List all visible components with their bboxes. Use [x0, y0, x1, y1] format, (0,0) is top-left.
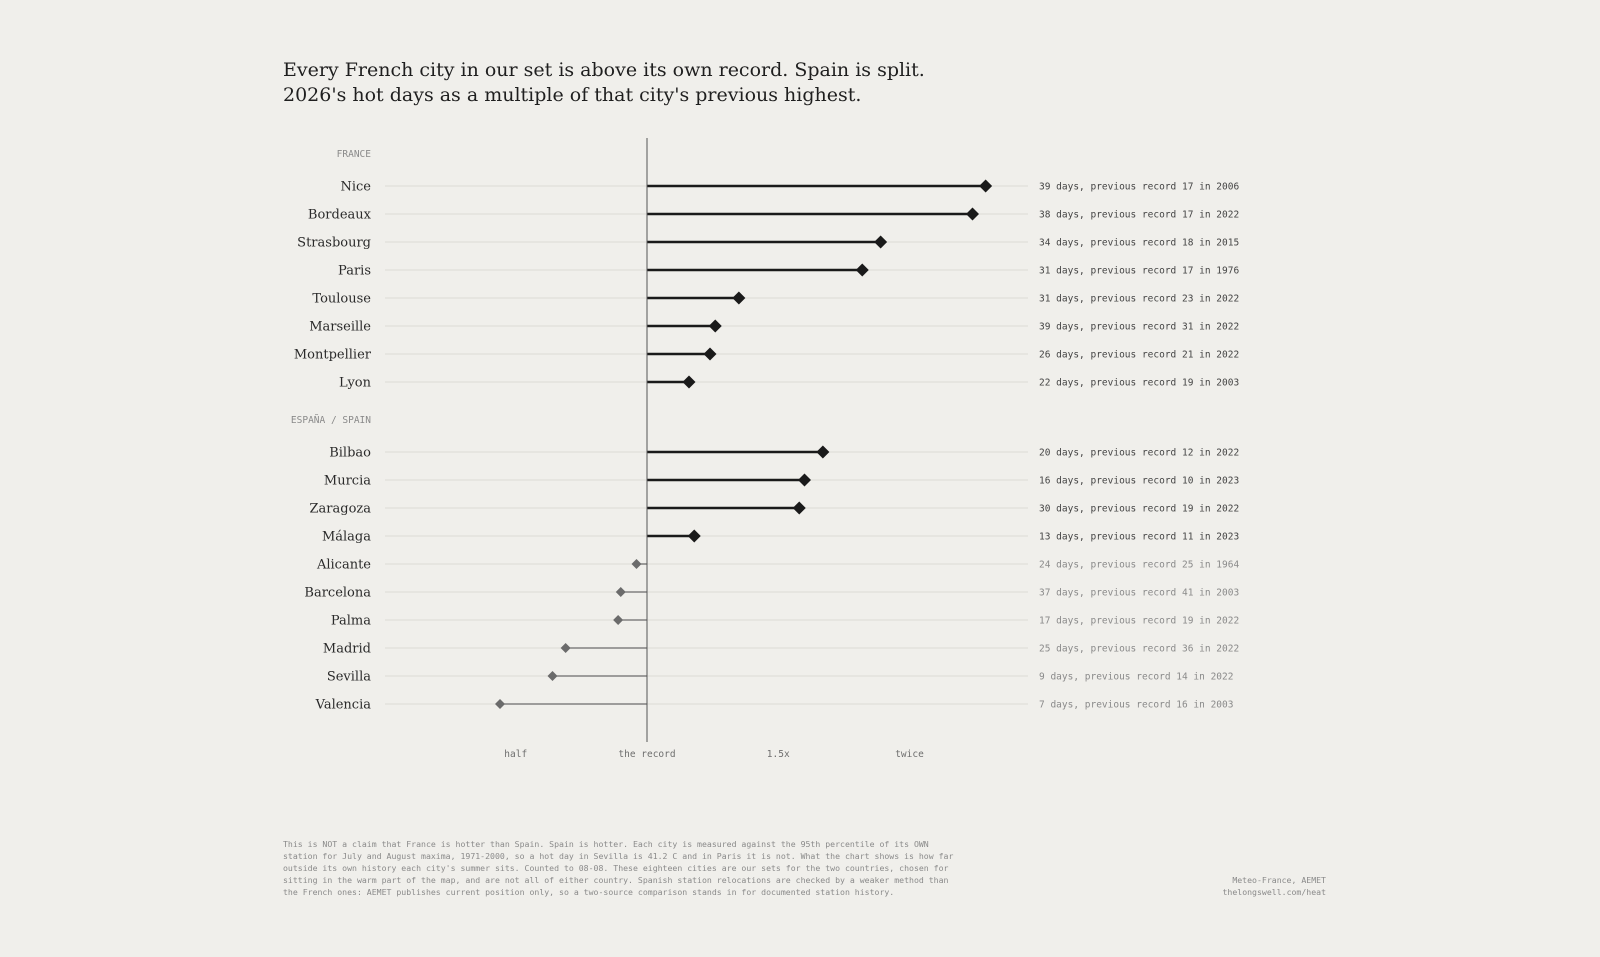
value-annotation: 26 days, previous record 21 in 2022 — [1039, 350, 1239, 361]
headline-line-2: 2026's hot days as a multiple of that ci… — [283, 84, 862, 106]
value-annotation: 9 days, previous record 14 in 2022 — [1039, 672, 1233, 683]
value-annotation: 24 days, previous record 25 in 1964 — [1039, 560, 1239, 571]
footnote: This is NOT a claim that France is hotte… — [283, 838, 1003, 898]
city-label: Bordeaux — [308, 208, 372, 223]
footnote-line: outside its own history each city's summ… — [283, 863, 949, 873]
city-label: Alicante — [316, 558, 371, 573]
group-label: FRANCE — [337, 149, 372, 160]
lollipop-marker — [708, 319, 722, 333]
city-label: Málaga — [322, 530, 371, 545]
value-annotation: 16 days, previous record 10 in 2023 — [1039, 476, 1239, 487]
city-label: Madrid — [323, 642, 371, 657]
chart-headline: Every French city in our set is above it… — [283, 58, 1183, 108]
value-annotation: 37 days, previous record 41 in 2003 — [1039, 588, 1239, 599]
x-tick-label: the record — [618, 749, 675, 760]
city-label: Sevilla — [327, 670, 371, 685]
x-tick-label: half — [504, 749, 527, 760]
lollipop-marker — [966, 207, 979, 221]
value-annotation: 30 days, previous record 19 in 2022 — [1039, 504, 1239, 515]
value-annotation: 22 days, previous record 19 in 2003 — [1039, 378, 1239, 389]
footnote-line: the French ones: AEMET publishes current… — [283, 887, 895, 897]
value-annotation: 20 days, previous record 12 in 2022 — [1039, 448, 1239, 459]
value-annotation: 31 days, previous record 23 in 2022 — [1039, 294, 1239, 305]
city-label: Paris — [338, 264, 371, 279]
lollipop-marker — [631, 559, 642, 569]
lollipop-marker — [732, 291, 746, 305]
source-credit: Meteo-France, AEMET thelongswell.com/hea… — [1222, 874, 1326, 898]
value-annotation: 39 days, previous record 17 in 2006 — [1039, 182, 1239, 193]
lollipop-marker — [874, 235, 888, 249]
value-annotation: 31 days, previous record 17 in 1976 — [1039, 266, 1239, 277]
lollipop-marker — [613, 615, 624, 625]
lollipop-chart: FRANCE Nice 39 days, previous record 17 in… — [291, 138, 1239, 760]
source-line: Meteo-France, AEMET — [1232, 875, 1326, 885]
city-label: Montpellier — [294, 348, 372, 363]
lollipop-marker — [816, 445, 830, 459]
footnote-line: station for July and August maxima, 1971… — [283, 851, 954, 861]
footnote-line: This is NOT a claim that France is hotte… — [283, 839, 929, 849]
city-label: Palma — [331, 614, 371, 629]
city-label: Nice — [340, 180, 371, 195]
value-annotation: 7 days, previous record 16 in 2003 — [1039, 700, 1233, 711]
city-label: Valencia — [315, 698, 372, 713]
city-label: Murcia — [324, 474, 371, 489]
value-annotation: 34 days, previous record 18 in 2015 — [1039, 238, 1239, 249]
source-line: thelongswell.com/heat — [1222, 887, 1326, 897]
city-label: Lyon — [339, 376, 372, 391]
city-label: Strasbourg — [297, 236, 371, 251]
lollipop-marker — [547, 671, 558, 681]
lollipop-marker — [798, 473, 811, 487]
lollipop-marker — [495, 699, 505, 709]
lollipop-marker — [792, 501, 806, 515]
city-label: Zaragoza — [310, 502, 372, 517]
lollipop-marker — [687, 529, 701, 543]
city-label: Bilbao — [329, 446, 371, 461]
value-annotation: 25 days, previous record 36 in 2022 — [1039, 644, 1239, 655]
x-tick-label: twice — [895, 749, 924, 760]
footnote-line: sitting in the warm part of the map, and… — [283, 875, 949, 885]
value-annotation: 13 days, previous record 11 in 2023 — [1039, 532, 1239, 543]
city-label: Barcelona — [304, 586, 371, 601]
city-label: Toulouse — [312, 292, 371, 307]
value-annotation: 39 days, previous record 31 in 2022 — [1039, 322, 1239, 333]
group-label: ESPAÑA / SPAIN — [291, 415, 371, 426]
x-tick-label: 1.5x — [767, 749, 790, 760]
value-annotation: 17 days, previous record 19 in 2022 — [1039, 616, 1239, 627]
city-label: Marseille — [309, 320, 371, 335]
lollipop-marker — [682, 375, 696, 389]
lollipop-marker — [615, 587, 626, 597]
headline-line-1: Every French city in our set is above it… — [283, 59, 925, 81]
lollipop-marker — [560, 643, 571, 653]
value-annotation: 38 days, previous record 17 in 2022 — [1039, 210, 1239, 221]
lollipop-marker — [979, 179, 993, 193]
lollipop-marker — [703, 347, 717, 361]
lollipop-marker — [855, 263, 869, 277]
